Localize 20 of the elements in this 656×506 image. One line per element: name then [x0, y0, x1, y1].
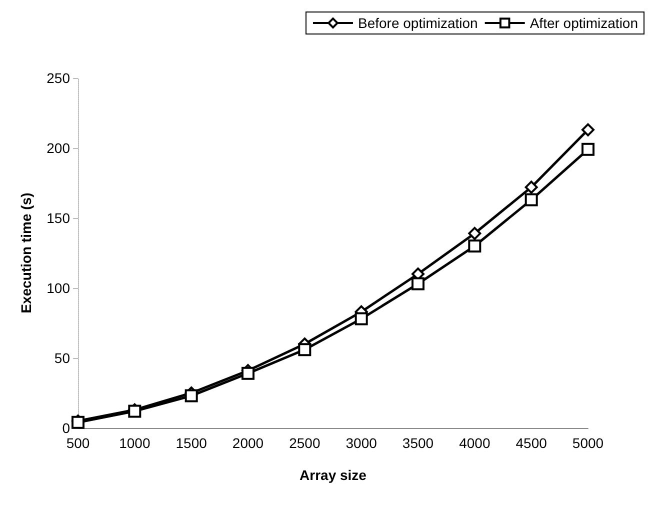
legend-label: Before optimization [358, 15, 478, 31]
y-axis-title: Execution time (s) [18, 192, 34, 314]
x-tick-label: 4500 [516, 435, 548, 451]
y-tick-label: 100 [46, 280, 70, 296]
x-tick-label: 500 [66, 435, 90, 451]
y-tick-label: 0 [62, 420, 70, 436]
x-tick-label: 3500 [402, 435, 434, 451]
x-tick-label: 1000 [119, 435, 150, 451]
legend-label: After optimization [530, 15, 638, 31]
y-tick-label: 50 [54, 350, 70, 366]
x-axis-title: Array size [300, 467, 367, 483]
x-tick-label: 2000 [232, 435, 264, 451]
x-tick-label: 1500 [176, 435, 208, 451]
y-tick-label: 250 [46, 70, 70, 86]
x-tick-label: 2500 [289, 435, 320, 451]
y-tick-label: 150 [46, 210, 70, 226]
y-tick-label: 200 [46, 140, 70, 156]
x-tick-label: 5000 [572, 435, 604, 451]
x-tick-label: 3000 [346, 435, 378, 451]
x-tick-label: 4000 [459, 435, 490, 451]
